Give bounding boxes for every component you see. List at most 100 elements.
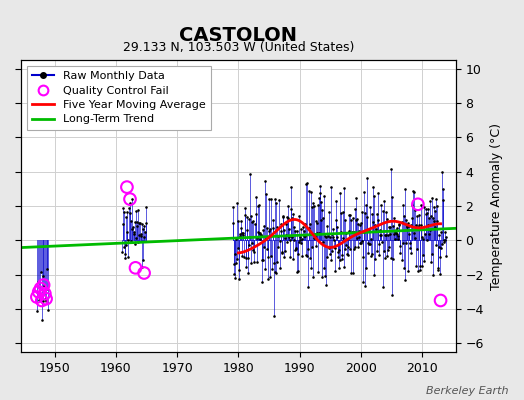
Point: [341, 246, 350, 253]
Point: [403, 219, 412, 226]
Point: [411, 207, 419, 213]
Point: [343, 236, 352, 242]
Point: [416, 266, 424, 273]
Point: [433, 265, 442, 272]
Point: [337, 229, 345, 235]
Point: [435, 244, 443, 250]
Point: [266, 274, 274, 280]
Point: [279, 227, 288, 233]
Point: [366, 204, 374, 210]
Point: [308, 204, 316, 211]
Point: [348, 215, 357, 221]
Point: [308, 244, 316, 250]
Point: [274, 224, 282, 230]
Point: [132, 235, 140, 241]
Point: [328, 248, 336, 255]
Point: [381, 232, 389, 238]
Point: [396, 250, 405, 256]
Point: [245, 242, 254, 249]
Point: [284, 203, 292, 209]
Point: [343, 250, 351, 257]
Point: [280, 248, 289, 254]
Point: [373, 248, 381, 254]
Point: [367, 252, 376, 259]
Point: [381, 209, 390, 215]
Point: [329, 226, 337, 232]
Point: [132, 208, 140, 214]
Point: [271, 196, 279, 202]
Point: [283, 214, 291, 221]
Point: [400, 212, 408, 219]
Point: [362, 265, 370, 271]
Point: [123, 229, 132, 236]
Point: [233, 200, 241, 206]
Point: [341, 217, 349, 224]
Point: [394, 233, 402, 239]
Point: [258, 279, 266, 285]
Point: [359, 254, 367, 260]
Point: [266, 226, 275, 232]
Point: [132, 265, 140, 271]
Y-axis label: Temperature Anomaly (°C): Temperature Anomaly (°C): [489, 122, 503, 290]
Point: [436, 297, 445, 304]
Point: [275, 196, 283, 203]
Point: [126, 210, 134, 216]
Point: [247, 213, 256, 219]
Point: [346, 246, 355, 252]
Title: CASTOLON: CASTOLON: [179, 26, 298, 44]
Point: [359, 229, 368, 235]
Point: [326, 234, 334, 240]
Point: [304, 225, 313, 231]
Point: [271, 269, 280, 276]
Point: [272, 200, 280, 206]
Point: [380, 255, 389, 262]
Point: [430, 218, 439, 225]
Point: [38, 297, 46, 304]
Point: [141, 229, 149, 235]
Point: [345, 212, 353, 218]
Point: [253, 235, 261, 241]
Point: [442, 252, 451, 259]
Point: [236, 231, 244, 237]
Point: [357, 240, 365, 246]
Point: [232, 260, 241, 266]
Point: [250, 248, 259, 255]
Point: [238, 253, 246, 260]
Point: [140, 270, 148, 276]
Point: [440, 239, 449, 245]
Point: [121, 255, 129, 262]
Point: [297, 226, 305, 232]
Point: [141, 220, 150, 226]
Point: [248, 239, 256, 246]
Point: [269, 216, 278, 223]
Point: [428, 194, 436, 201]
Point: [417, 222, 425, 228]
Point: [283, 214, 292, 221]
Point: [384, 232, 392, 238]
Point: [401, 240, 410, 246]
Point: [310, 203, 319, 209]
Point: [358, 237, 366, 244]
Point: [305, 188, 313, 194]
Point: [258, 227, 267, 234]
Point: [414, 224, 422, 230]
Point: [317, 199, 325, 206]
Point: [288, 215, 296, 221]
Point: [430, 204, 438, 211]
Point: [125, 204, 134, 211]
Point: [309, 200, 318, 206]
Point: [388, 194, 396, 201]
Point: [288, 234, 297, 240]
Point: [228, 220, 237, 226]
Point: [285, 226, 293, 233]
Point: [353, 221, 362, 227]
Point: [325, 250, 334, 257]
Point: [264, 276, 272, 282]
Point: [318, 206, 326, 213]
Point: [41, 296, 49, 302]
Point: [129, 231, 138, 237]
Point: [257, 232, 265, 238]
Point: [281, 232, 290, 238]
Point: [413, 212, 421, 219]
Point: [406, 240, 414, 246]
